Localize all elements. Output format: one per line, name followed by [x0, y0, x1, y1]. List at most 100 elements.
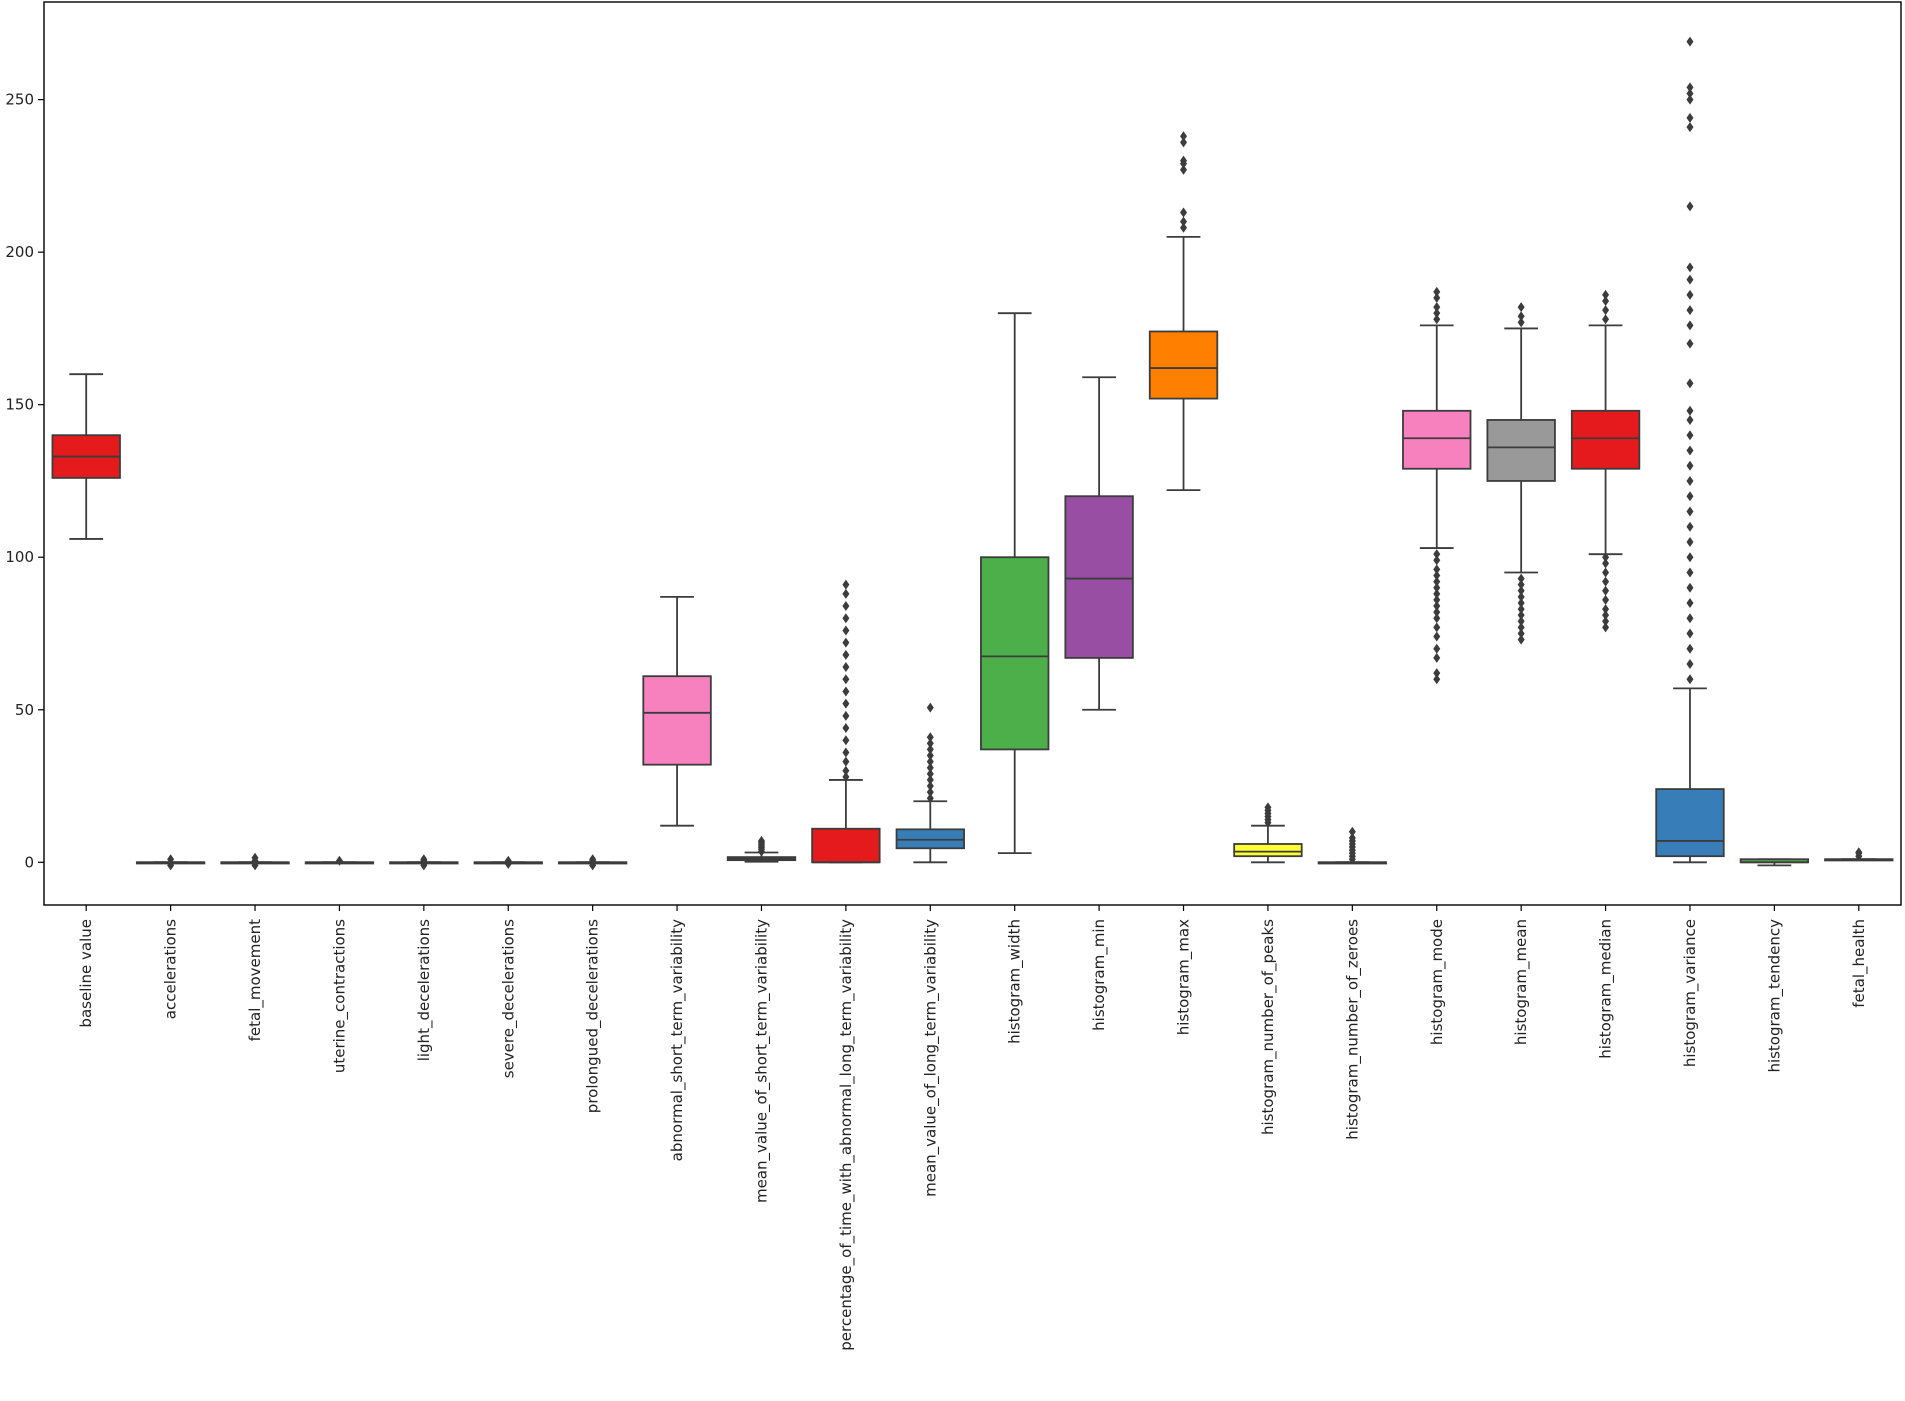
outlier-point: [1433, 594, 1441, 605]
x-tick-label: histogram_mode: [1428, 919, 1447, 1045]
outlier-point: [1433, 643, 1441, 654]
x-tick-label: histogram_median: [1597, 919, 1616, 1059]
box: [1233, 843, 1303, 858]
box-group: [389, 854, 459, 871]
outlier-point: [1686, 491, 1694, 502]
outlier-point: [1602, 314, 1610, 325]
outlier-point: [1180, 155, 1188, 166]
outlier-point: [504, 855, 512, 866]
outlier-point: [1517, 302, 1525, 313]
outlier-point: [1686, 582, 1694, 593]
outlier-point: [926, 774, 934, 785]
outlier-point: [1686, 567, 1694, 578]
x-tick-label: histogram_min: [1090, 919, 1109, 1031]
outlier-point: [1180, 207, 1188, 218]
x-tick-label: percentage_of_time_with_abnormal_long_te…: [837, 919, 856, 1351]
box-group: [811, 579, 881, 864]
outlier-point: [1602, 594, 1610, 605]
outlier-point: [926, 793, 934, 804]
box: [642, 675, 712, 766]
x-tick-label: histogram_mean: [1512, 919, 1531, 1045]
x-tick-label: fetal_movement: [246, 919, 265, 1041]
outlier-point: [1433, 622, 1441, 633]
outlier-point: [1686, 460, 1694, 471]
outlier-point: [926, 762, 934, 773]
outlier-point: [167, 854, 175, 865]
outlier-point: [1686, 88, 1694, 99]
outlier-point: [842, 756, 850, 767]
outlier-point: [1433, 668, 1441, 679]
outlier-point: [1433, 601, 1441, 612]
outlier-point: [1686, 378, 1694, 389]
outlier-point: [757, 835, 765, 846]
outlier-point: [1686, 658, 1694, 669]
outlier-point: [589, 854, 597, 865]
outlier-point: [1348, 826, 1356, 837]
outlier-point: [1602, 604, 1610, 615]
x-tick-label: histogram_variance: [1681, 919, 1700, 1067]
outlier-point: [926, 702, 934, 713]
x-tick-label: abnormal_short_term_variability: [668, 919, 687, 1161]
outlier-point: [926, 744, 934, 755]
box-group: [557, 854, 628, 871]
box-group: [1402, 286, 1472, 685]
outlier-point: [842, 710, 850, 721]
boxes-layer: [51, 36, 1894, 871]
x-tick-label: baseline value: [77, 919, 95, 1028]
x-axis: baseline value accelerations fetal_movemen…: [77, 905, 1869, 1351]
outlier-point: [1433, 674, 1441, 685]
outlier-point: [1433, 314, 1441, 325]
box-group: [51, 373, 121, 540]
outlier-point: [842, 613, 850, 624]
box-group: [1317, 826, 1388, 865]
outlier-point: [1433, 576, 1441, 587]
outlier-point: [1686, 597, 1694, 608]
outlier-point: [926, 781, 934, 792]
box-group: [980, 312, 1050, 855]
outlier-point: [1686, 674, 1694, 685]
outlier-point: [1517, 573, 1525, 584]
x-tick-label: histogram_max: [1175, 919, 1194, 1035]
outlier-point: [1686, 552, 1694, 563]
outlier-point: [1602, 558, 1610, 569]
outlier-point: [1264, 802, 1272, 813]
outlier-point: [1602, 610, 1610, 621]
outlier-point: [1433, 549, 1441, 560]
outlier-point: [1686, 94, 1694, 105]
outlier-point: [926, 787, 934, 798]
box: [1570, 409, 1641, 470]
outlier-point: [1517, 622, 1525, 633]
outlier-point: [167, 860, 175, 871]
outlier-point: [1686, 536, 1694, 547]
box: [1402, 409, 1472, 470]
y-tick-label: 250: [5, 91, 34, 109]
outlier-point: [1180, 137, 1188, 148]
outlier-point: [1517, 597, 1525, 608]
outlier-point: [842, 765, 850, 776]
outlier-point: [1602, 305, 1610, 316]
outlier-point: [1686, 475, 1694, 486]
box-group: [304, 855, 375, 866]
outlier-point: [1602, 295, 1610, 306]
outlier-point: [1686, 506, 1694, 517]
x-tick-label: histogram_width: [1006, 919, 1025, 1044]
outlier-point: [842, 662, 850, 673]
outlier-point: [1686, 201, 1694, 212]
outlier-point: [1686, 405, 1694, 416]
outlier-point: [1602, 289, 1610, 300]
outlier-point: [1686, 445, 1694, 456]
outlier-point: [1686, 338, 1694, 349]
x-tick-label: histogram_number_of_peaks: [1259, 919, 1278, 1135]
outlier-point: [1686, 289, 1694, 300]
outlier-point: [1517, 591, 1525, 602]
outlier-point: [842, 735, 850, 746]
outlier-point: [1433, 652, 1441, 663]
x-tick-label: fetal_health: [1850, 919, 1869, 1008]
box-group: [1824, 847, 1894, 862]
outlier-point: [1517, 317, 1525, 328]
box: [1064, 495, 1134, 659]
outlier-point: [1517, 628, 1525, 639]
outlier-point: [842, 686, 850, 697]
box-group: [1486, 302, 1556, 645]
outlier-point: [1686, 262, 1694, 273]
